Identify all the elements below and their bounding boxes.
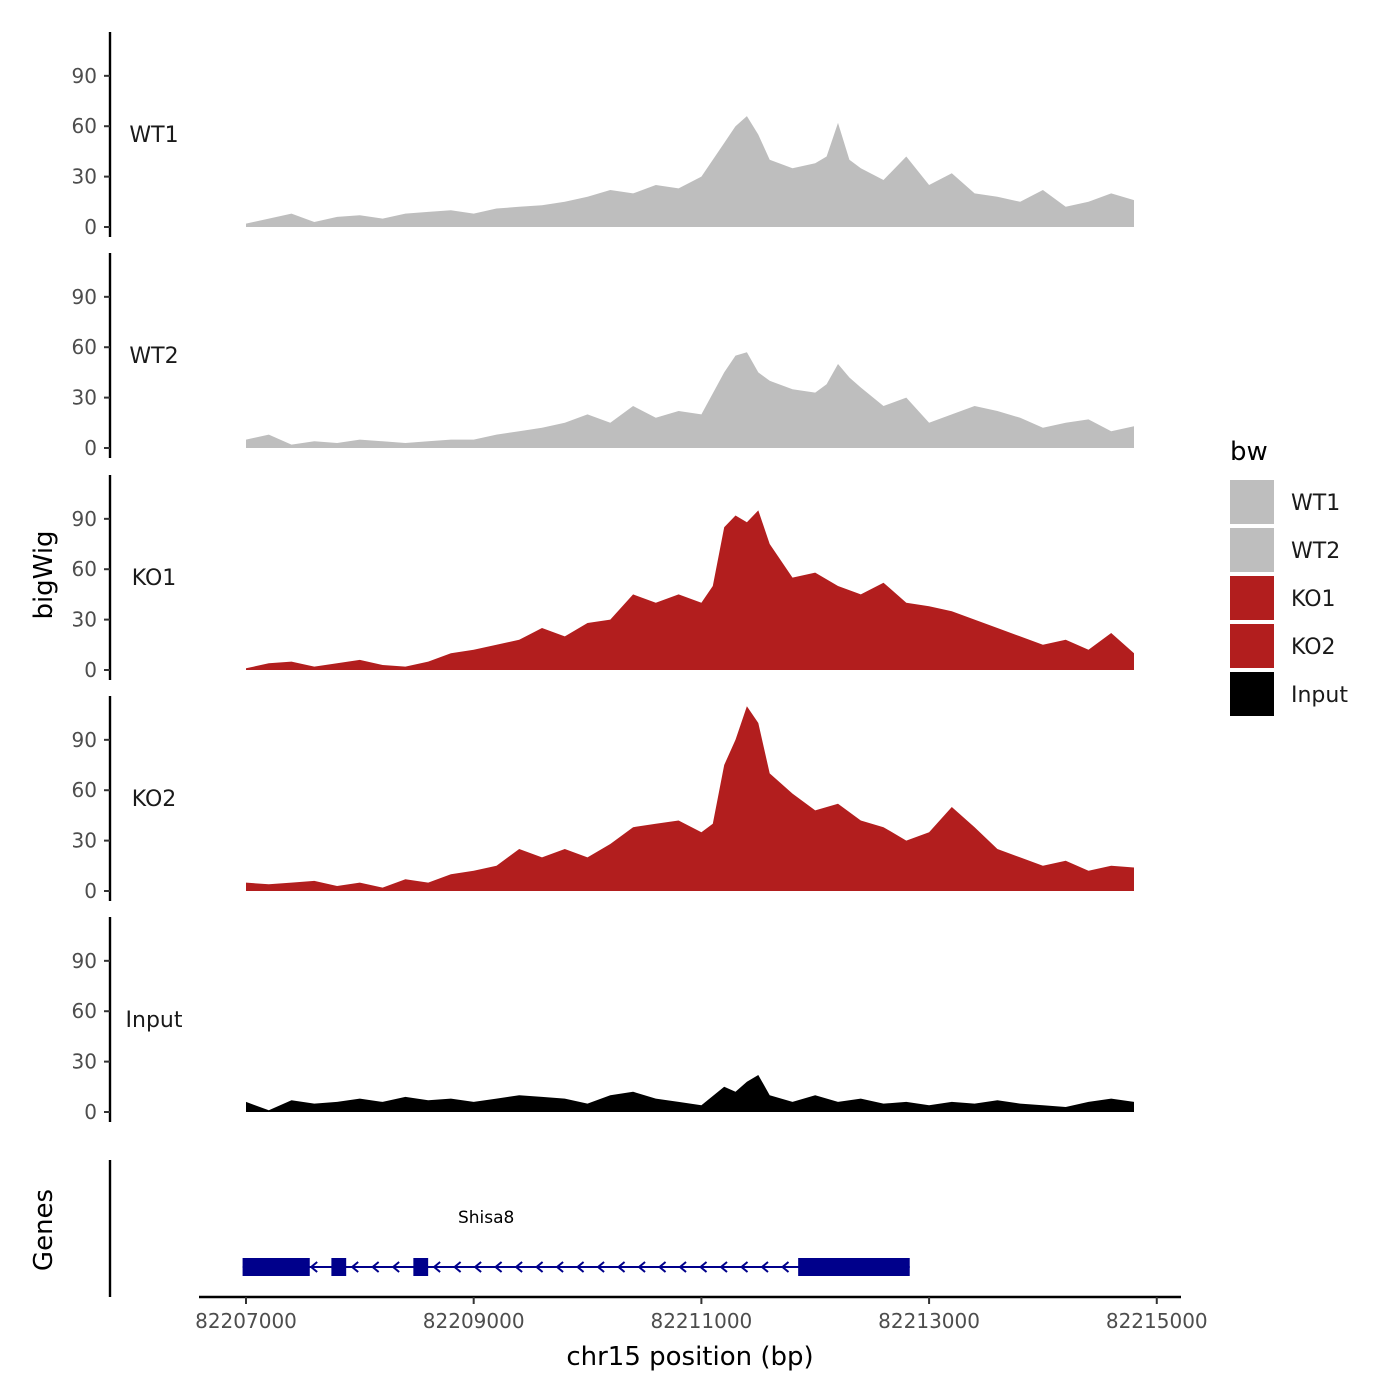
track-label: Input	[126, 1008, 183, 1033]
track-wt1: 0 30 60 90 WT1	[72, 32, 1134, 239]
strand-arrow	[391, 1261, 400, 1273]
strand-arrow	[309, 1261, 318, 1273]
y-axis-title: bigWig	[29, 530, 59, 619]
legend-title: bw	[1230, 437, 1268, 467]
y-tick-label: 0	[84, 879, 97, 903]
coverage-area-ko1	[246, 510, 1134, 670]
legend-key-ko1	[1230, 576, 1274, 620]
strand-arrow	[678, 1261, 687, 1273]
gene-exon	[798, 1258, 910, 1276]
strand-arrow	[657, 1261, 667, 1273]
legend-key-input	[1230, 672, 1274, 716]
strand-arrow	[494, 1261, 503, 1273]
legend: bw WT1 WT2 KO1 KO2 Input	[1230, 437, 1348, 716]
y-tick-label: 30	[72, 1050, 97, 1074]
x-tick-label: 82211000	[650, 1309, 752, 1333]
genes-axis-title: Genes	[29, 1189, 59, 1271]
y-tick-label: 30	[72, 829, 97, 853]
strand-arrow	[760, 1261, 769, 1273]
y-tick-label: 60	[72, 778, 97, 802]
gene-exon	[413, 1258, 429, 1276]
y-tick-label: 90	[72, 949, 97, 973]
legend-label: KO1	[1291, 587, 1336, 612]
strand-arrow	[514, 1261, 523, 1273]
strand-arrow	[453, 1261, 462, 1273]
track-label: KO1	[132, 566, 177, 591]
strand-arrow	[576, 1261, 585, 1273]
track-label: WT1	[129, 123, 178, 148]
coverage-area-ko2	[246, 706, 1134, 891]
legend-key-wt2	[1230, 528, 1274, 572]
strand-arrow	[698, 1261, 708, 1273]
track-wt2: 0 30 60 90 WT2	[72, 253, 1134, 460]
track-ko2: 0 30 60 90 KO2	[72, 696, 1134, 903]
legend-label: WT2	[1291, 539, 1340, 564]
x-axis: 82207000 82209000 82211000 82213000 82215000	[195, 1295, 1208, 1333]
coverage-area-input	[246, 1075, 1134, 1112]
gene-exon	[331, 1258, 347, 1276]
strand-arrow	[616, 1261, 626, 1273]
y-tick-label: 60	[72, 999, 97, 1023]
x-tick-label: 82215000	[1106, 1309, 1208, 1333]
track-input: 0 30 60 90 Input	[72, 917, 1134, 1124]
x-tick-label: 82207000	[195, 1309, 297, 1333]
y-tick-label: 60	[72, 335, 97, 359]
track-label: KO2	[132, 787, 177, 812]
strand-arrow	[739, 1261, 749, 1273]
strand-arrow	[473, 1261, 482, 1273]
coverage-area-wt1	[246, 116, 1134, 227]
y-tick-label: 90	[72, 728, 97, 752]
strand-arrow	[780, 1261, 790, 1273]
y-tick-label: 0	[84, 658, 97, 682]
x-axis-title: chr15 position (bp)	[566, 1342, 813, 1372]
legend-label: Input	[1291, 683, 1348, 708]
coverage-area-wt2	[246, 352, 1134, 448]
y-tick-label: 30	[72, 386, 97, 410]
strand-arrow	[371, 1261, 380, 1273]
y-tick-label: 90	[72, 285, 97, 309]
strand-arrow	[350, 1261, 359, 1273]
y-tick-label: 90	[72, 64, 97, 88]
strand-arrow	[719, 1261, 728, 1273]
strand-arrow	[637, 1261, 646, 1273]
strand-arrow	[432, 1261, 441, 1273]
y-tick-label: 0	[84, 436, 97, 460]
x-tick-label: 82213000	[878, 1309, 980, 1333]
y-tick-label: 30	[72, 608, 97, 632]
strand-arrow	[555, 1261, 564, 1273]
y-tick-label: 0	[84, 215, 97, 239]
legend-label: KO2	[1291, 635, 1336, 660]
track-label: WT2	[129, 344, 178, 369]
strand-arrow	[596, 1261, 605, 1273]
y-tick-label: 60	[72, 114, 97, 138]
y-tick-label: 30	[72, 165, 97, 189]
y-tick-label: 60	[72, 557, 97, 581]
x-tick-label: 82209000	[423, 1309, 525, 1333]
gene-label: Shisa8	[458, 1208, 514, 1228]
gene-track: Shisa8	[108, 1160, 910, 1297]
strand-arrow	[535, 1261, 544, 1273]
y-tick-label: 0	[84, 1100, 97, 1124]
legend-label: WT1	[1291, 491, 1340, 516]
legend-key-ko2	[1230, 624, 1274, 668]
legend-key-wt1	[1230, 480, 1274, 524]
y-tick-label: 90	[72, 507, 97, 531]
coverage-tracks: 0 30 60 90 WT1 0 30 60 90 WT2 0 30 60 90 KO1 0 30 60 90 KO2…	[72, 32, 1134, 1124]
track-ko1: 0 30 60 90 KO1	[72, 475, 1134, 682]
gene-exon	[242, 1258, 310, 1276]
